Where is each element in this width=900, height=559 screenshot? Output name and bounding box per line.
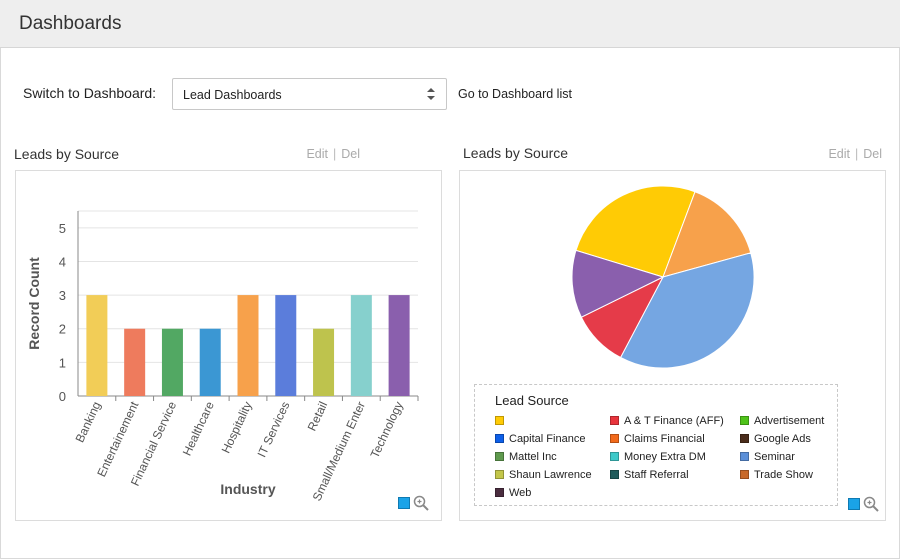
bar[interactable] [388,295,410,396]
pie-chart [571,185,755,369]
legend-label: Shaun Lawrence [509,469,592,481]
bar-chart-panel: 0 1 2 3 4 5 Banking Entertainement Financial Ser… [15,170,442,521]
legend-label: Claims Financial [624,433,705,445]
legend-swatch [740,416,749,425]
legend-item[interactable] [495,414,509,428]
bar[interactable] [350,295,372,396]
bar[interactable] [313,328,335,396]
legend-swatch [610,470,619,479]
pie-slice[interactable] [571,249,665,318]
legend-label: Seminar [754,451,795,463]
page-header: Dashboards [0,0,900,48]
left-panel-title: Leads by Source [14,146,120,162]
pie-chart-panel: Lead Source A & T Finance (AFF) Advertise… [459,170,886,521]
legend-item[interactable]: A & T Finance (AFF) [610,414,724,428]
pie-slice[interactable] [619,252,755,369]
x-tick-label: IT Services [255,399,293,459]
go-to-dashboard-list-link[interactable]: Go to Dashboard list [458,87,572,101]
y-tick-label: 4 [59,254,66,269]
left-actions-separator: | [332,147,337,161]
legend-item[interactable]: Claims Financial [610,432,705,446]
pie-chart-type-icon[interactable] [848,498,860,510]
dashboard-select[interactable]: Lead Dashboards [172,78,447,110]
legend-swatch [610,416,619,425]
bar[interactable] [275,295,297,396]
pie-slice[interactable] [575,185,696,278]
legend-label: Money Extra DM [624,451,706,463]
legend-swatch [495,434,504,443]
x-tick-label: Banking [73,399,104,444]
right-edit-link[interactable]: Edit [828,147,850,161]
legend-swatch [495,470,504,479]
legend-swatch [740,452,749,461]
legend-label: Web [509,487,532,499]
legend-label: Advertisement [754,415,825,427]
y-tick-label: 3 [59,288,66,303]
legend-swatch [495,416,504,425]
legend-label: A & T Finance (AFF) [624,415,724,427]
select-arrows-icon [427,88,435,100]
page-title: Dashboards [19,13,122,34]
pie-slice[interactable] [662,191,752,278]
left-del-link[interactable]: Del [341,147,360,161]
y-tick-label: 0 [59,389,66,404]
y-tick-label: 1 [59,355,66,370]
legend-item[interactable]: Staff Referral [610,468,689,482]
legend-item[interactable]: Capital Finance [495,432,585,446]
x-tick-label: Retail [305,399,331,433]
right-del-link[interactable]: Del [863,147,882,161]
x-tick-label: Hospitality [219,399,255,455]
x-tick-label: Technology [367,399,405,460]
legend-item[interactable]: Google Ads [740,432,811,446]
legend-label: Staff Referral [624,469,689,481]
pie-legend: Lead Source A & T Finance (AFF) Advertise… [474,384,838,506]
legend-swatch [740,434,749,443]
legend-swatch [495,488,504,497]
legend-swatch [740,470,749,479]
legend-item[interactable]: Trade Show [740,468,813,482]
legend-item[interactable]: Money Extra DM [610,450,706,464]
legend-label: Mattel Inc [509,451,557,463]
legend-title: Lead Source [495,393,569,408]
legend-item[interactable]: Web [495,486,531,500]
legend-item[interactable]: Seminar [740,450,795,464]
switch-dashboard-label: Switch to Dashboard: [23,85,157,101]
bar[interactable] [199,328,221,396]
bar[interactable] [86,295,108,396]
legend-swatch [610,434,619,443]
pie-zoom-icon[interactable] [863,496,879,512]
left-panel-actions: Edit | Del [306,147,360,161]
y-tick-label: 2 [59,322,66,337]
chart-type-icon[interactable] [398,497,410,509]
legend-item[interactable]: Shaun Lawrence [495,468,592,482]
x-tick-label: Healthcare [180,399,217,458]
legend-swatch [495,452,504,461]
right-actions-separator: | [854,147,859,161]
right-panel-actions: Edit | Del [828,147,882,161]
x-axis-title: Industry [220,481,275,497]
left-edit-link[interactable]: Edit [306,147,328,161]
right-panel-title: Leads by Source [463,145,569,161]
legend-item[interactable]: Mattel Inc [495,450,557,464]
legend-item[interactable]: Advertisement [740,414,824,428]
legend-label: Capital Finance [509,433,586,445]
y-axis-title: Record Count [26,257,42,350]
bar[interactable] [237,295,259,396]
dashboard-select-value: Lead Dashboards [183,88,282,102]
legend-swatch [610,452,619,461]
bar[interactable] [124,328,146,396]
zoom-icon[interactable] [413,495,429,511]
legend-label: Google Ads [754,433,811,445]
bar[interactable] [161,328,183,396]
y-tick-label: 5 [59,221,66,236]
legend-label: Trade Show [754,469,813,481]
